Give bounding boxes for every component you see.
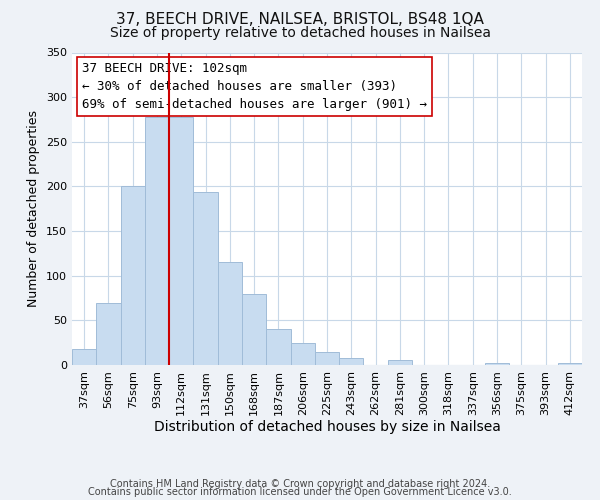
Bar [290, 342, 315, 365]
Bar [339, 358, 364, 365]
Bar [242, 294, 266, 365]
Bar [145, 117, 169, 365]
Text: Contains HM Land Registry data © Crown copyright and database right 2024.: Contains HM Land Registry data © Crown c… [110, 479, 490, 489]
Bar [193, 192, 218, 365]
Bar [169, 117, 193, 365]
Bar [218, 262, 242, 365]
Bar [266, 330, 290, 365]
Bar [558, 363, 582, 365]
Bar [121, 186, 145, 365]
Text: 37 BEECH DRIVE: 102sqm
← 30% of detached houses are smaller (393)
69% of semi-de: 37 BEECH DRIVE: 102sqm ← 30% of detached… [82, 62, 427, 111]
Text: Contains public sector information licensed under the Open Government Licence v3: Contains public sector information licen… [88, 487, 512, 497]
Bar [485, 363, 509, 365]
Bar [96, 304, 121, 365]
Y-axis label: Number of detached properties: Number of detached properties [28, 110, 40, 307]
Text: Size of property relative to detached houses in Nailsea: Size of property relative to detached ho… [110, 26, 491, 40]
Text: 37, BEECH DRIVE, NAILSEA, BRISTOL, BS48 1QA: 37, BEECH DRIVE, NAILSEA, BRISTOL, BS48 … [116, 12, 484, 28]
Bar [72, 349, 96, 365]
Bar [315, 352, 339, 365]
Bar [388, 360, 412, 365]
X-axis label: Distribution of detached houses by size in Nailsea: Distribution of detached houses by size … [154, 420, 500, 434]
